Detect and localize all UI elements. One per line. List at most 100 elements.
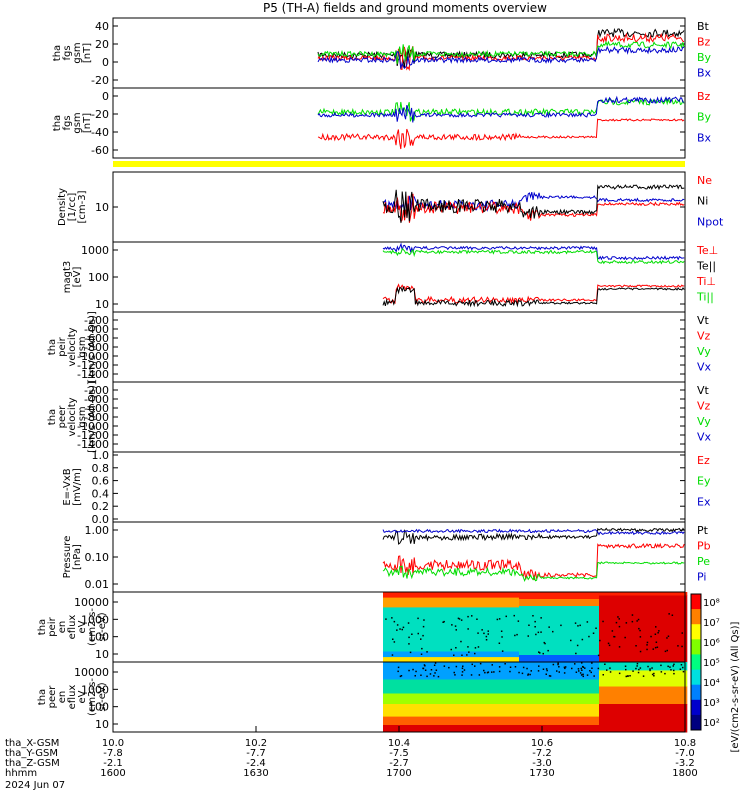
- spectro-noise: [627, 675, 629, 677]
- colorbar-segment: [691, 699, 701, 716]
- spectro-cell: [607, 592, 612, 596]
- spectro-cell: [459, 651, 464, 658]
- y-axis-label: [eV]: [72, 267, 83, 288]
- spectro-cell: [435, 716, 440, 726]
- spectro-noise: [639, 629, 641, 632]
- spectro-cell: [615, 595, 620, 663]
- spectro-cell: [587, 704, 592, 718]
- spectro-cell: [431, 716, 436, 726]
- y-axis-label: (cm2-s-: [87, 678, 98, 716]
- spectro-cell: [551, 716, 556, 726]
- spectro-noise: [602, 674, 604, 676]
- spectro-cell: [455, 662, 460, 680]
- spectro-cell: [667, 704, 672, 733]
- spectro-noise: [625, 622, 628, 624]
- spectro-cell: [599, 595, 604, 663]
- spectro-cell: [395, 725, 400, 733]
- spectro-cell: [643, 686, 648, 705]
- spectro-noise: [548, 675, 551, 677]
- spectro-noise: [646, 648, 648, 651]
- spectro-noise: [518, 671, 520, 674]
- spectro-cell: [563, 655, 568, 663]
- spectro-cell: [395, 693, 400, 705]
- spectro-cell: [575, 592, 580, 600]
- spectro-noise: [423, 664, 426, 666]
- spectro-noise: [407, 622, 410, 624]
- spectro-noise: [542, 652, 544, 655]
- spectro-cell: [595, 716, 600, 726]
- spectro-noise: [546, 669, 548, 672]
- spectro-noise: [639, 667, 642, 669]
- spectro-noise: [385, 618, 387, 620]
- spectro-cell: [479, 592, 484, 599]
- spectro-noise: [609, 671, 612, 673]
- spectro-cell: [527, 725, 532, 733]
- spectro-cell: [435, 597, 440, 608]
- legend-Te||: Te||: [696, 260, 716, 273]
- spectro-noise: [653, 675, 655, 677]
- spectro-cell: [547, 704, 552, 718]
- y-axis-label: tha: [37, 619, 48, 635]
- spectro-noise: [579, 672, 582, 674]
- spectro-cell: [507, 592, 512, 599]
- spectro-noise: [415, 670, 417, 673]
- y-axis-label: [km/s (All Qs)]: [87, 311, 98, 383]
- spectro-cell: [451, 679, 456, 694]
- spectro-cell: [451, 607, 456, 652]
- spectro-cell: [403, 662, 408, 680]
- spectro-cell: [675, 662, 680, 671]
- spectro-cell: [583, 679, 588, 694]
- spectro-cell: [395, 704, 400, 718]
- spectro-noise: [433, 664, 436, 666]
- spectro-cell: [599, 592, 604, 596]
- spectro-noise: [548, 626, 550, 628]
- spectro-cell: [543, 599, 548, 607]
- spectro-cell: [659, 662, 664, 671]
- spectro-cell: [415, 657, 420, 663]
- spectro-cell: [551, 599, 556, 607]
- spectro-cell: [651, 592, 656, 596]
- spectro-noise: [527, 674, 529, 676]
- spectro-cell: [555, 606, 560, 656]
- spectro-cell: [447, 597, 452, 608]
- bottom-row-value: 1730: [529, 768, 554, 779]
- spectro-cell: [511, 592, 516, 599]
- spectro-noise: [454, 625, 457, 627]
- y-axis-label: fgs: [62, 45, 73, 60]
- y-tick-label: -60: [91, 144, 109, 157]
- y-axis-label: tha: [52, 45, 63, 61]
- spectro-cell: [679, 595, 684, 663]
- spectro-cell: [595, 599, 600, 607]
- spectro-cell: [499, 607, 504, 652]
- spectro-cell: [471, 704, 476, 718]
- spectro-cell: [539, 599, 544, 607]
- spectro-cell: [499, 592, 504, 599]
- spectro-cell: [499, 651, 504, 658]
- spectro-noise: [451, 624, 453, 626]
- spectro-cell: [387, 607, 392, 652]
- spectro-cell: [635, 686, 640, 705]
- spectro-noise: [485, 635, 488, 638]
- spectro-cell: [543, 606, 548, 656]
- legend-Vz: Vz: [697, 400, 711, 413]
- spectro-cell: [611, 686, 616, 705]
- bottom-row-value: 1600: [100, 768, 125, 779]
- spectro-noise: [618, 646, 621, 648]
- spectro-cell: [443, 662, 448, 680]
- spectro-cell: [463, 607, 468, 652]
- bottom-row-label: hhmm: [5, 768, 37, 779]
- spectro-cell: [595, 662, 600, 680]
- spectro-cell: [543, 716, 548, 726]
- spectro-cell: [495, 607, 500, 652]
- spectro-cell: [463, 592, 468, 599]
- spectro-cell: [623, 670, 628, 687]
- spectro-cell: [411, 725, 416, 733]
- spectro-cell: [611, 595, 616, 663]
- spectro-cell: [415, 725, 420, 733]
- panel-frame: [112, 87, 686, 159]
- y-axis-label: [km/s (All Qs)]: [87, 381, 98, 453]
- spectro-cell: [523, 693, 528, 705]
- spectro-noise: [649, 668, 651, 670]
- spectro-cell: [579, 716, 584, 726]
- spectro-noise: [514, 666, 517, 668]
